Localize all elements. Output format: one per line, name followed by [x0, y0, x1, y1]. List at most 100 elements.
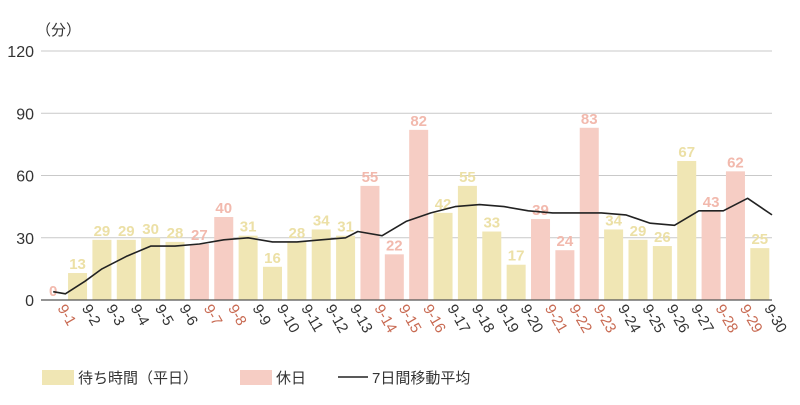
bar — [725, 171, 745, 300]
bar-value-label: 55 — [362, 169, 379, 186]
bar-value-label: 43 — [703, 194, 720, 211]
x-category-label: 9-16 — [419, 302, 449, 337]
bar — [628, 239, 648, 300]
bar-value-label: 24 — [557, 233, 574, 250]
y-tick-label: 120 — [7, 44, 34, 61]
bar — [165, 241, 185, 300]
bar-value-label: 40 — [215, 200, 232, 217]
bar-value-label: 28 — [167, 225, 184, 242]
x-category-label: 9-12 — [322, 302, 352, 337]
x-category-label: 9-2 — [78, 302, 104, 329]
x-category-label: 9-3 — [102, 302, 128, 329]
legend: 待ち時間（平日） 休日 7日間移動平均 — [42, 370, 470, 387]
bar-value-label: 30 — [142, 221, 159, 238]
x-category-label: 9-30 — [760, 302, 790, 337]
y-axis-ticks: 0 30 60 90 120 — [7, 44, 34, 310]
bar — [141, 237, 161, 300]
bar — [238, 235, 258, 300]
bar-value-label: 55 — [459, 169, 476, 186]
bar-value-label: 25 — [751, 231, 768, 248]
bar — [677, 160, 697, 300]
bar — [287, 241, 307, 300]
x-category-label: 9-8 — [224, 302, 250, 329]
x-category-label: 9-25 — [639, 302, 669, 337]
bar — [384, 254, 404, 300]
bar-value-label: 27 — [191, 227, 208, 244]
x-category-label: 9-26 — [663, 302, 693, 337]
bar-value-label: 31 — [240, 219, 257, 236]
x-category-label: 9-27 — [687, 302, 717, 337]
x-category-label: 9-9 — [249, 302, 275, 329]
bar — [506, 264, 526, 300]
bar-value-label: 0 — [49, 283, 57, 300]
bar — [579, 127, 599, 301]
bar — [409, 129, 429, 300]
x-category-label: 9-4 — [127, 302, 153, 329]
bar — [750, 248, 770, 300]
x-category-label: 9-14 — [370, 302, 400, 337]
bar-value-label: 62 — [727, 154, 744, 171]
x-category-label: 9-13 — [346, 302, 376, 337]
legend-holiday-label: 休日 — [276, 370, 306, 387]
bar-value-label: 16 — [264, 250, 281, 267]
legend-holiday-swatch — [240, 370, 272, 385]
bar-value-label: 31 — [337, 219, 354, 236]
bar — [531, 219, 551, 300]
x-category-label: 9-29 — [736, 302, 766, 337]
bar-value-label: 28 — [289, 225, 306, 242]
x-category-label: 9-17 — [444, 302, 474, 337]
bar-value-label: 29 — [118, 223, 135, 240]
bar-value-label: 13 — [69, 256, 86, 273]
bar-value-label: 17 — [508, 248, 525, 265]
bar-value-label: 82 — [410, 113, 427, 130]
y-axis-unit-label: （分） — [36, 22, 81, 39]
legend-weekday-label: 待ち時間（平日） — [78, 370, 198, 387]
bar — [604, 229, 624, 300]
bar — [336, 235, 356, 300]
bar-value-label: 67 — [678, 144, 695, 161]
x-category-label: 9-15 — [395, 302, 425, 337]
bar — [311, 229, 331, 300]
bar — [652, 246, 672, 300]
moving-average-line — [53, 197, 773, 295]
x-category-label: 9-18 — [468, 302, 498, 337]
legend-moving-average-label: 7日間移動平均 — [372, 370, 470, 387]
x-category-label: 9-28 — [712, 302, 742, 337]
x-category-label: 9-20 — [517, 302, 547, 337]
legend-weekday-swatch — [42, 370, 74, 385]
y-tick-label: 60 — [16, 169, 34, 186]
x-category-label: 9-1 — [54, 302, 80, 329]
bar — [360, 185, 380, 300]
x-category-label: 9-21 — [541, 302, 571, 337]
bar-value-label: 29 — [94, 223, 111, 240]
bar — [555, 250, 575, 300]
x-category-label: 9-7 — [200, 302, 226, 329]
bar — [457, 185, 477, 300]
grid-lines — [41, 50, 772, 239]
bar — [92, 239, 112, 300]
bar — [433, 212, 453, 300]
bar-value-label: 22 — [386, 237, 403, 254]
bar — [482, 231, 502, 300]
moving-average-polyline — [53, 197, 773, 295]
bar-value-label: 39 — [532, 202, 549, 219]
y-tick-label: 90 — [16, 106, 34, 123]
bar — [189, 243, 209, 300]
bar-value-label: 26 — [654, 229, 671, 246]
x-category-label: 9-5 — [151, 302, 177, 329]
x-axis-category-labels: 9-19-29-39-49-59-69-79-89-99-109-119-129… — [54, 302, 790, 337]
x-category-label: 9-6 — [176, 302, 202, 329]
x-category-label: 9-10 — [273, 302, 303, 337]
bar-value-label: 34 — [605, 212, 622, 229]
x-category-label: 9-11 — [297, 302, 326, 336]
bar-value-label: 83 — [581, 111, 598, 128]
bars — [68, 127, 770, 301]
y-tick-label: 30 — [16, 231, 34, 248]
bar — [214, 217, 234, 300]
bar — [701, 210, 721, 300]
bar — [116, 239, 136, 300]
y-tick-label: 0 — [25, 293, 34, 310]
